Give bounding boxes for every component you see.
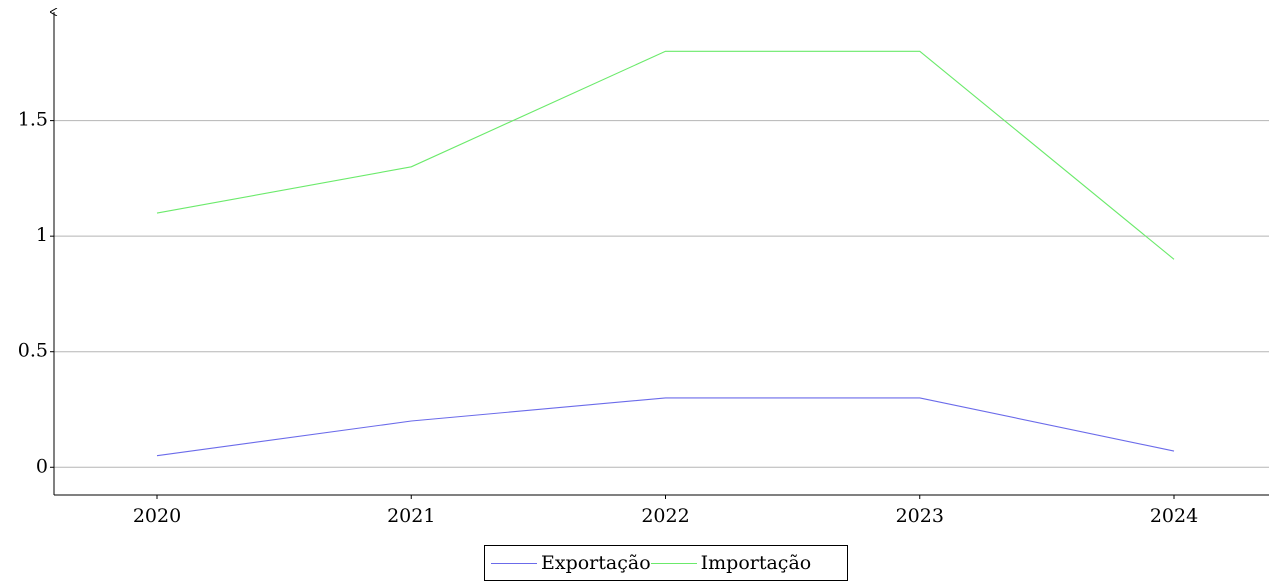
legend-label-exportacao: Exportação bbox=[541, 552, 651, 574]
y-tick-label: 0 bbox=[36, 455, 48, 477]
x-tick-label: 2022 bbox=[641, 505, 689, 527]
legend-entry-exportacao: Exportação bbox=[491, 552, 651, 574]
grid bbox=[54, 120, 1269, 468]
y-tick-label: 0.5 bbox=[18, 340, 48, 362]
x-tick-label: 2020 bbox=[133, 505, 181, 527]
legend-label-importacao: Importação bbox=[700, 552, 812, 574]
legend-swatch-exportacao bbox=[491, 562, 537, 564]
x-tick-label: 2021 bbox=[387, 505, 435, 527]
x-tick-label: 2023 bbox=[896, 505, 944, 527]
legend-entry-importacao: Importação bbox=[650, 552, 812, 574]
series bbox=[156, 50, 1175, 457]
ticks: 0 0.5 1 1.5 2020 2021 2022 2023 2024 bbox=[18, 109, 1198, 527]
series-line-1 bbox=[156, 50, 1175, 260]
legend: Exportação Importação bbox=[484, 545, 848, 581]
x-tick-label: 2024 bbox=[1150, 505, 1198, 527]
y-tick-label: 1.5 bbox=[18, 109, 48, 131]
series-line-0 bbox=[156, 397, 1175, 457]
axes bbox=[54, 12, 1269, 496]
y-tick-label: 1 bbox=[36, 224, 48, 246]
legend-swatch-importacao bbox=[650, 562, 697, 564]
